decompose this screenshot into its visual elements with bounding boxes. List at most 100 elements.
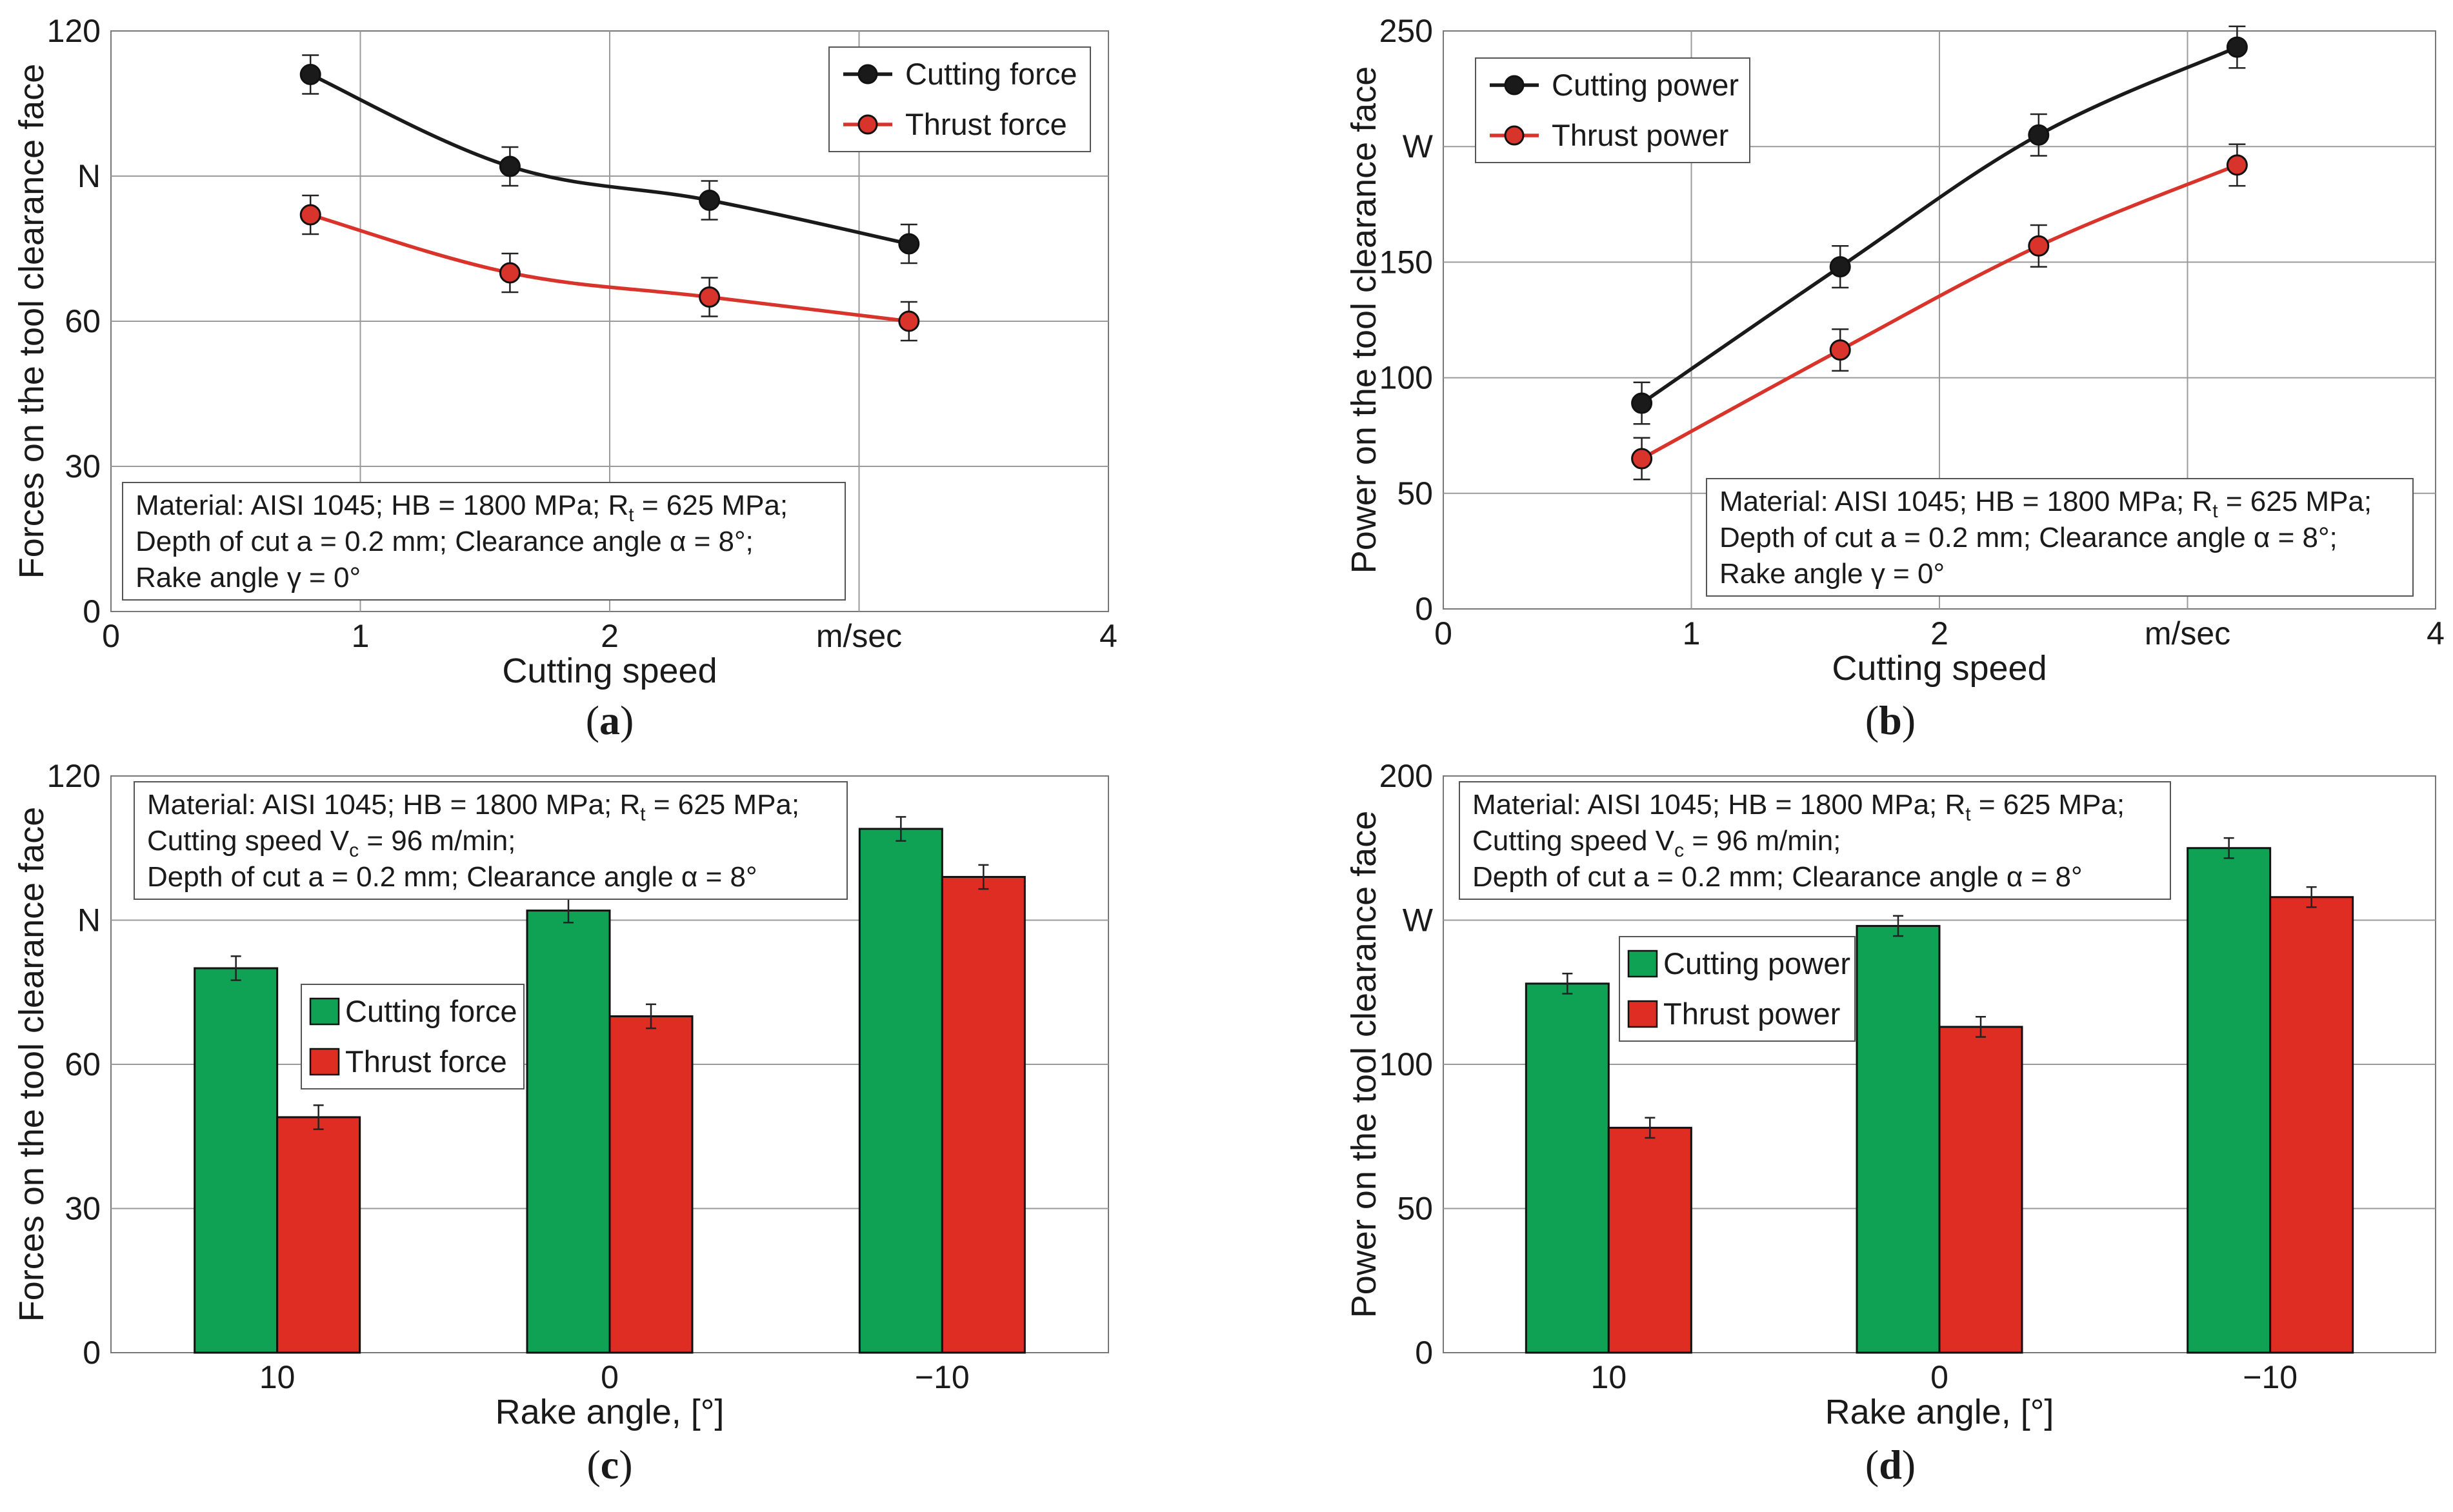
data-point: [1829, 256, 1851, 278]
conditions-note: Material: AISI 1045; HB = 1800 MPa; Rt =…: [134, 781, 848, 900]
conditions-note: Material: AISI 1045; HB = 1800 MPa; Rt =…: [1459, 781, 2171, 900]
x-tick-label: 2: [601, 618, 619, 654]
legend-marker: [857, 64, 878, 85]
x-tick-label: 2: [1930, 615, 1948, 652]
legend: Cutting force Thrust force: [301, 984, 525, 1089]
legend-marker: [857, 114, 878, 135]
note-line: Cutting speed Vc = 96 m/min;: [1472, 825, 1841, 861]
x-axis-title: Rake angle, [°]: [1825, 1393, 2054, 1431]
note-line: Material: AISI 1045; HB = 1800 MPa; Rt =…: [1719, 486, 2372, 522]
legend-label: Thrust power: [1552, 118, 1728, 152]
x-tick-label: −10: [915, 1359, 970, 1395]
bar: [2269, 896, 2354, 1354]
note-line: Rake angle γ = 0°: [135, 562, 361, 593]
legend-label: Cutting power: [1552, 68, 1739, 102]
y-tick-label: N: [77, 158, 101, 194]
data-point: [1631, 448, 1653, 470]
legend-label: Cutting force: [345, 994, 517, 1028]
note-line: Cutting speed Vc = 96 m/min;: [147, 825, 516, 861]
data-point: [898, 233, 920, 255]
x-tick-label: 1: [352, 618, 370, 654]
x-tick-label: m/sec: [2145, 615, 2230, 652]
data-point: [2028, 235, 2050, 257]
y-tick-label: 250: [1379, 13, 1433, 49]
data-point: [299, 64, 321, 85]
bar: [194, 967, 279, 1354]
note-line: Depth of cut a = 0.2 mm; Clearance angle…: [1719, 522, 2338, 553]
data-point: [499, 155, 521, 177]
x-tick-label: 4: [1099, 618, 1117, 654]
y-tick-label: 120: [47, 758, 101, 794]
data-point: [699, 190, 721, 211]
note-line: Material: AISI 1045; HB = 1800 MPa; Rt =…: [1472, 789, 2125, 825]
y-tick-label: 0: [83, 593, 101, 630]
note-line: Rake angle γ = 0°: [1719, 558, 1945, 590]
conditions-note: Material: AISI 1045; HB = 1800 MPa; Rt =…: [122, 482, 846, 601]
note-line: Depth of cut a = 0.2 mm; Clearance angle…: [147, 861, 757, 893]
series-line-0: [310, 73, 910, 246]
chart-panel-a: 0 30 60 N 120 0 1 2 m/sec 4 Cutting speed Forces on…: [12, 13, 1117, 743]
legend-box: [1475, 57, 1750, 163]
legend: Cutting power Thrust power: [1475, 57, 1750, 163]
y-tick-label: 50: [1397, 475, 1433, 512]
bar: [608, 1015, 694, 1354]
bar: [1938, 1026, 2023, 1354]
y-tick-label: 60: [65, 1046, 101, 1082]
bar: [1607, 1126, 1692, 1354]
y-tick-label: 30: [65, 448, 101, 484]
x-tick-label: 10: [1591, 1359, 1627, 1395]
chart-panel-b: 0 50 100 150 W 250 0 1 2 m/sec 4 Cutting speed Power…: [1345, 13, 2445, 743]
series-line-0: [1641, 45, 2238, 405]
y-tick-label: 0: [1415, 591, 1433, 627]
legend-box: [828, 46, 1091, 152]
legend: Cutting force Thrust force: [828, 46, 1091, 152]
x-tick-label: 4: [2427, 615, 2445, 652]
data-point: [2028, 124, 2050, 146]
data-point: [499, 262, 521, 284]
note-line: Depth of cut a = 0.2 mm; Clearance angle…: [135, 526, 754, 557]
x-tick-label: 0: [601, 1359, 619, 1395]
data-point: [898, 310, 920, 332]
y-axis-title: Forces on the tool clearance face: [12, 807, 51, 1322]
note-line: Depth of cut a = 0.2 mm; Clearance angle…: [1472, 861, 2083, 893]
note-box: [122, 482, 846, 601]
y-tick-label: N: [77, 902, 101, 939]
legend-swatch: [1627, 1000, 1658, 1028]
legend-label: Thrust power: [1663, 997, 1840, 1031]
y-tick-label: 60: [65, 303, 101, 339]
data-point: [2226, 36, 2248, 58]
legend-marker: [1504, 125, 1525, 146]
y-axis-title: Power on the tool clearance face: [1345, 66, 1383, 573]
series-line-1: [310, 213, 910, 323]
y-tick-label: 50: [1397, 1191, 1433, 1227]
legend-box: [1619, 936, 1856, 1042]
y-tick-label: 0: [1415, 1335, 1433, 1371]
legend-swatch: [309, 1048, 340, 1076]
y-axis-title: Forces on the tool clearance face: [12, 64, 51, 579]
y-axis-title: Power on the tool clearance face: [1345, 811, 1383, 1318]
legend: Cutting power Thrust power: [1619, 936, 1856, 1042]
x-tick-label: m/sec: [816, 618, 902, 654]
x-axis-title: Rake angle, [°]: [496, 1393, 725, 1431]
panel-label: (d): [1865, 1442, 1916, 1487]
bar: [1856, 924, 1941, 1354]
chart-panel-d: 0 50 100 W 200 Rake angle, [°] Power on the to…: [1345, 758, 2436, 1487]
legend-label: Cutting force: [905, 57, 1077, 91]
y-tick-label: 200: [1379, 758, 1433, 794]
x-tick-label: 0: [1434, 615, 1452, 652]
legend-label: Cutting power: [1663, 946, 1850, 980]
x-tick-label: 10: [259, 1359, 295, 1395]
y-tick-label: W: [1403, 902, 1434, 939]
bar: [941, 875, 1026, 1354]
y-tick-label: 100: [1379, 1046, 1433, 1082]
legend-label: Thrust force: [905, 107, 1067, 141]
bar: [1525, 982, 1610, 1354]
data-point: [299, 204, 321, 226]
data-point: [2226, 154, 2248, 176]
conditions-note: Material: AISI 1045; HB = 1800 MPa; Rt =…: [1706, 478, 2414, 597]
x-axis-title: Cutting speed: [502, 652, 717, 690]
note-box: [134, 781, 848, 900]
note-line: Material: AISI 1045; HB = 1800 MPa; Rt =…: [147, 789, 799, 825]
bar: [526, 910, 611, 1354]
